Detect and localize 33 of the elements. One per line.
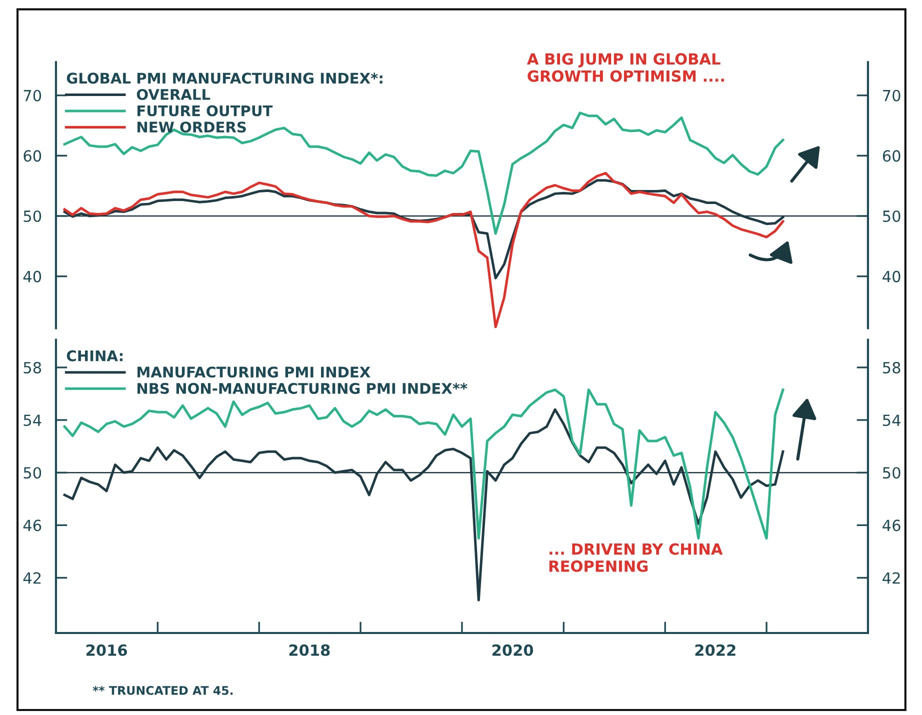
- y-tick-label: 40: [23, 270, 42, 282]
- legend-title: CHINA:: [66, 350, 122, 362]
- y2-tick-label: 70: [883, 90, 900, 102]
- x-tick-label: 2020: [492, 644, 534, 656]
- y2-tick-label: 50: [883, 210, 900, 222]
- y-tick-label: 42: [23, 572, 41, 584]
- x-tick-label: 2022: [695, 644, 736, 656]
- annotation: ... DRIVEN BY CHINA REOPENING: [549, 543, 723, 572]
- y-tick-label: 60: [24, 150, 42, 162]
- legend-title: GLOBAL PMI MANUFACTURING INDEX*:: [66, 72, 382, 84]
- legend-label: OVERALL: [136, 88, 210, 100]
- y-tick-label: 54: [24, 414, 42, 426]
- y2-tick-label: 46: [882, 520, 900, 532]
- y2-tick-label: 42: [882, 572, 900, 584]
- text: ** TRUNCATED AT 45.: [92, 686, 233, 695]
- y2-tick-label: 58: [883, 362, 900, 374]
- y-tick-label: 70: [24, 90, 42, 102]
- x-tick-label: 2016: [86, 644, 127, 656]
- y2-tick-label: 54: [883, 414, 900, 426]
- legend-label: NBS NON-MANUFACTURING PMI INDEX**: [138, 382, 468, 394]
- annotation: A BIG JUMP IN GLOBAL GROWTH OPTIMISM ....: [527, 53, 724, 82]
- legend-label: NEW ORDERS: [138, 122, 246, 133]
- y-tick-label: 58: [24, 362, 42, 374]
- y2-tick-label: 40: [882, 270, 900, 282]
- y-tick-label: 50: [24, 210, 42, 222]
- y-tick-label: 50: [24, 467, 42, 479]
- legend-label: FUTURE OUTPUT: [138, 105, 273, 116]
- y2-tick-label: 50: [883, 467, 900, 479]
- y-tick-label: 46: [23, 520, 42, 532]
- line-series: [63, 172, 784, 328]
- x-tick-label: 2018: [289, 644, 330, 656]
- y2-tick-label: 60: [882, 150, 900, 162]
- legend-label: MANUFACTURING PMI INDEX: [138, 366, 370, 378]
